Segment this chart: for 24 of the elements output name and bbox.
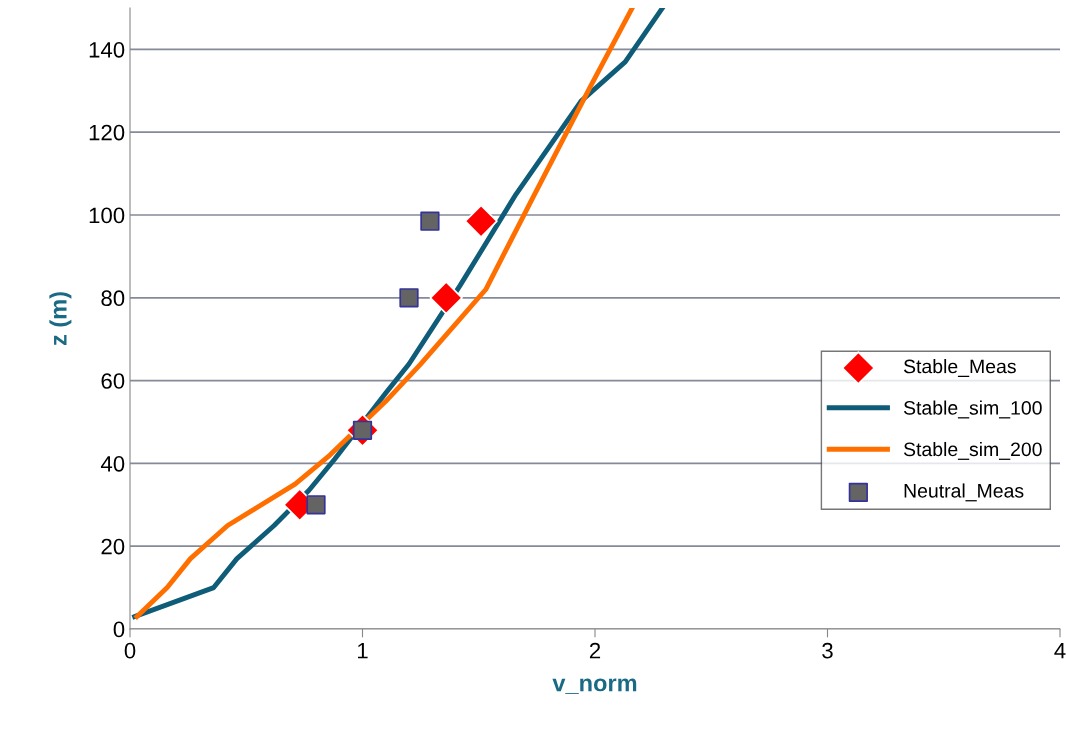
- x-tick-label: 4: [1054, 643, 1066, 659]
- y-tick-label: 60: [101, 373, 125, 389]
- x-tick-label: 1: [358, 643, 368, 659]
- legend-label: Stable_sim_200: [903, 441, 1042, 460]
- point: [464, 204, 498, 238]
- legend-label: Stable_sim_100: [903, 400, 1042, 419]
- point: [420, 211, 440, 231]
- legend-label: Stable_Meas: [903, 359, 1016, 377]
- y-tick-label: 40: [100, 455, 125, 472]
- y-tick-label: 0: [113, 621, 125, 638]
- point: [429, 281, 463, 315]
- x-tick-label: 2: [589, 642, 601, 659]
- x-tick-label: 3: [822, 642, 833, 659]
- y-tick-label: 120: [89, 124, 125, 141]
- legend-label: Neutral_Meas: [904, 483, 1024, 502]
- point: [306, 495, 326, 515]
- y-tick-label: 80: [101, 290, 125, 307]
- x-tick-label: 0: [124, 642, 136, 659]
- y-tick-label: 20: [101, 538, 125, 555]
- y-axis-title: z (m): [49, 292, 72, 346]
- point: [399, 288, 419, 308]
- y-tick-label: 140: [89, 41, 125, 58]
- x-axis-title: v_norm: [552, 678, 637, 695]
- y-tick-label: 100: [89, 207, 125, 224]
